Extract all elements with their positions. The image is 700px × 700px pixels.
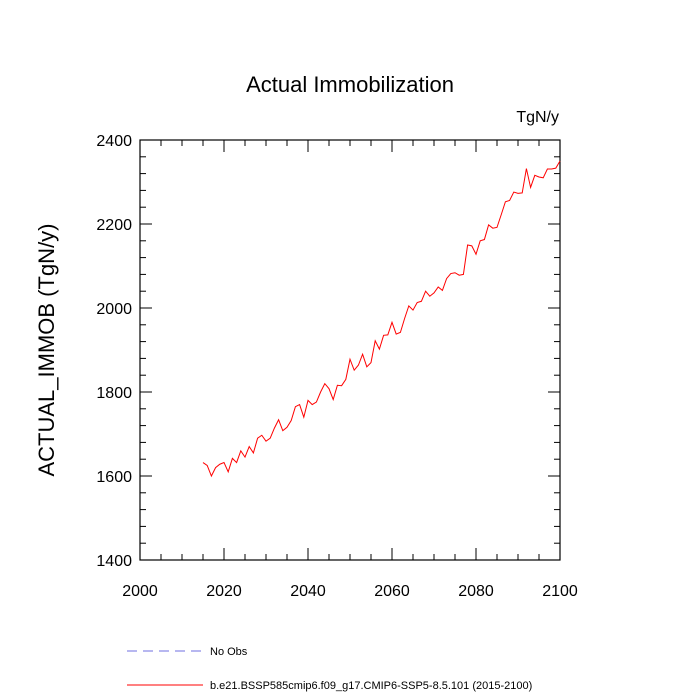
x-tick-label: 2100	[542, 583, 578, 600]
x-tick-label: 2060	[374, 583, 410, 600]
y-tick-label: 2000	[96, 301, 132, 318]
x-tick-label: 2020	[206, 583, 242, 600]
series-layer	[202, 160, 561, 478]
y-tick-label: 1600	[96, 469, 132, 486]
series-line-2	[202, 160, 561, 478]
y-tick-label: 2400	[96, 133, 132, 150]
units-label: TgN/y	[516, 109, 559, 126]
legend: No Obs b.e21.BSSP585cmip6.f09_g17.CMIP6-S…	[127, 646, 532, 692]
y-axis: 1400 1600 1800 2000 2200 2400	[96, 133, 560, 570]
chart-title: Actual Immobilization	[246, 72, 454, 97]
y-tick-label: 2200	[96, 217, 132, 234]
plot-frame	[139, 139, 561, 561]
y-tick-label: 1400	[96, 553, 132, 570]
x-axis: 2000 2020 2040 2060 2080 2100	[122, 140, 578, 600]
legend-label-1: No Obs	[210, 646, 248, 658]
x-tick-label: 2000	[122, 583, 158, 600]
y-tick-label: 1800	[96, 385, 132, 402]
x-tick-label: 2080	[458, 583, 494, 600]
legend-label-2: b.e21.BSSP585cmip6.f09_g17.CMIP6-SSP5-8.…	[210, 680, 532, 692]
y-axis-label: ACTUAL_IMMOB (TgN/y)	[34, 223, 59, 476]
x-tick-label: 2040	[290, 583, 326, 600]
